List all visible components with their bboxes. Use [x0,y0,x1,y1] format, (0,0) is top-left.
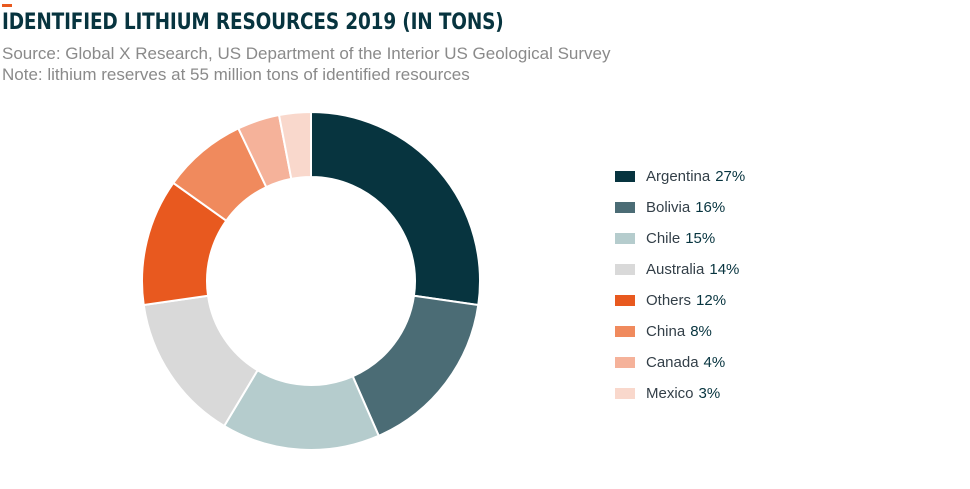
legend-value: 3% [698,385,721,402]
legend-item-bolivia: Bolivia 16% [615,192,745,223]
legend-swatch [615,295,635,306]
legend-value: 16% [695,199,726,216]
legend-label: Others [646,292,692,309]
legend-item-mexico: Mexico 3% [615,378,745,409]
donut-slice-bolivia [351,294,480,438]
legend-swatch [615,388,635,399]
chart-title: IDENTIFIED LITHIUM RESOURCES 2019 (IN TO… [2,10,504,35]
legend-item-china: China 8% [615,316,745,347]
legend-label: Argentina [646,168,711,185]
chart-source: Source: Global X Research, US Department… [2,44,611,63]
legend-value: 15% [685,230,716,247]
legend-label: Canada [646,354,699,371]
legend-swatch [615,202,635,213]
legend-label: Bolivia [646,199,691,216]
legend-label: Chile [646,230,681,247]
legend-item-chile: Chile 15% [615,223,745,254]
legend-label: Mexico [646,385,694,402]
legend-label: China [646,323,686,340]
legend-swatch [615,171,635,182]
donut-slice-mexico [277,110,312,181]
legend-item-others: Others 12% [615,285,745,316]
legend-value: 14% [709,261,740,278]
legend-swatch [615,264,635,275]
legend-value: 8% [690,323,712,340]
legend-swatch [615,233,635,244]
legend-swatch [615,357,635,368]
title-accent-bar [2,4,12,7]
legend-value: 12% [696,292,727,309]
legend-value: 4% [703,354,726,371]
legend-label: Australia [646,261,705,278]
legend-item-australia: Australia 14% [615,254,745,285]
chart-legend: Argentina 27% Bolivia 16% Chile 15% Australia 1… [615,161,745,409]
legend-value: 27% [715,168,746,185]
legend-swatch [615,326,635,337]
legend-item-canada: Canada 4% [615,347,745,378]
donut-slice-argentina [310,110,481,307]
legend-item-argentina: Argentina 27% [615,161,745,192]
chart-note: Note: lithium reserves at 55 million ton… [2,65,470,84]
